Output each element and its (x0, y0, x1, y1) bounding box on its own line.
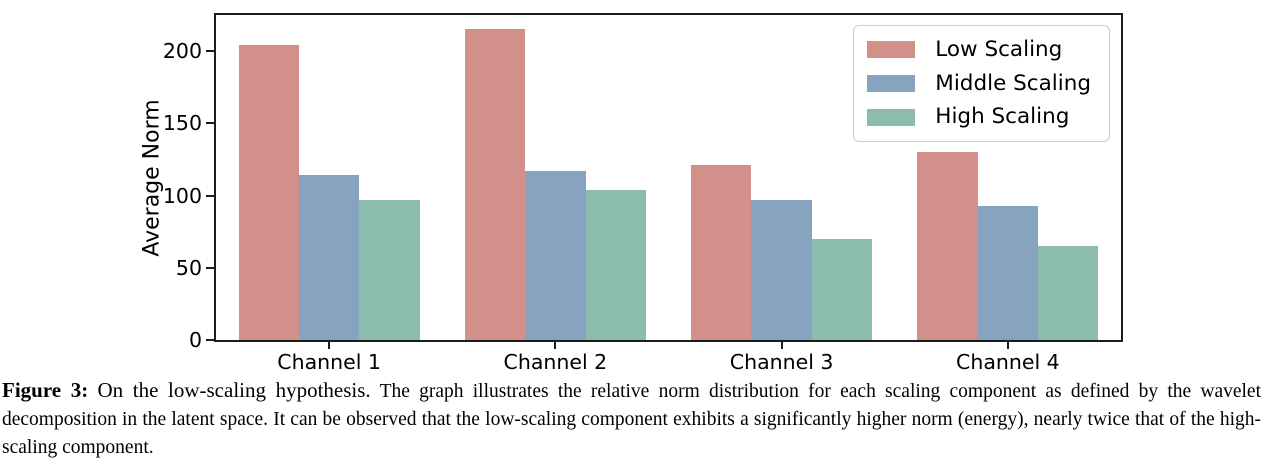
legend-label-low-scaling: Low Scaling (935, 37, 1063, 62)
caption-title: On the low-scaling hypothesis. (97, 378, 371, 402)
x-tick-label-channel-3: Channel 3 (729, 350, 834, 374)
x-tick-mark-channel-1 (328, 342, 331, 349)
middle-scaling-swatch-icon (867, 74, 916, 92)
x-tick-label-channel-1: Channel 1 (277, 350, 381, 374)
y-tick-mark-100 (206, 194, 214, 197)
y-tick-label-200: 200 (162, 38, 202, 63)
x-tick-label-channel-2: Channel 2 (503, 350, 608, 374)
bar-low-scaling-channel-3 (691, 165, 752, 340)
y-tick-mark-200 (206, 50, 214, 53)
y-tick-mark-150 (206, 122, 214, 125)
bar-high-scaling-channel-1 (359, 199, 420, 340)
bar-middle-scaling-channel-1 (298, 175, 360, 340)
y-tick-mark-50 (206, 266, 214, 269)
y-tick-label-0: 0 (188, 327, 202, 352)
bar-middle-scaling-channel-2 (525, 171, 586, 340)
bar-low-scaling-channel-2 (464, 29, 526, 340)
x-tick-mark-channel-3 (780, 342, 783, 349)
x-tick-label-channel-4: Channel 4 (956, 350, 1060, 374)
bar-middle-scaling-channel-3 (751, 199, 812, 340)
plot-area: Low Scaling Middle Scaling High Scaling 0 5… (163, 13, 1123, 374)
bar-high-scaling-channel-2 (585, 189, 646, 340)
legend-label-middle-scaling: Middle Scaling (935, 70, 1091, 96)
bar-low-scaling-channel-1 (238, 45, 299, 340)
caption-label: Figure 3: (2, 378, 89, 402)
legend-label-high-scaling: High Scaling (935, 104, 1070, 130)
legend: Low Scaling Middle Scaling High Scaling (853, 25, 1110, 142)
high-scaling-swatch-icon (867, 108, 916, 126)
y-tick-label-150: 150 (162, 111, 202, 136)
y-axis-label: Average Norm (139, 99, 165, 257)
y-tick-label-100: 100 (162, 183, 202, 208)
y-tick-mark-0 (206, 339, 214, 341)
legend-item-high-scaling: High Scaling (867, 105, 1091, 129)
bar-low-scaling-channel-4 (917, 152, 978, 340)
bar-high-scaling-channel-3 (811, 238, 873, 340)
bar-middle-scaling-channel-4 (977, 205, 1039, 340)
low-scaling-swatch-icon (867, 41, 916, 59)
caption-body: The graph illustrates the relative norm … (2, 381, 1262, 458)
legend-item-low-scaling: Low Scaling (867, 38, 1091, 62)
bar-high-scaling-channel-4 (1038, 246, 1099, 340)
x-tick-mark-channel-4 (1006, 342, 1009, 349)
figure-caption: Figure 3: On the low-scaling hypothesis.… (2, 376, 1261, 462)
x-tick-mark-channel-2 (554, 342, 557, 349)
legend-item-middle-scaling: Middle Scaling (867, 70, 1091, 96)
y-tick-label-50: 50 (175, 255, 202, 280)
